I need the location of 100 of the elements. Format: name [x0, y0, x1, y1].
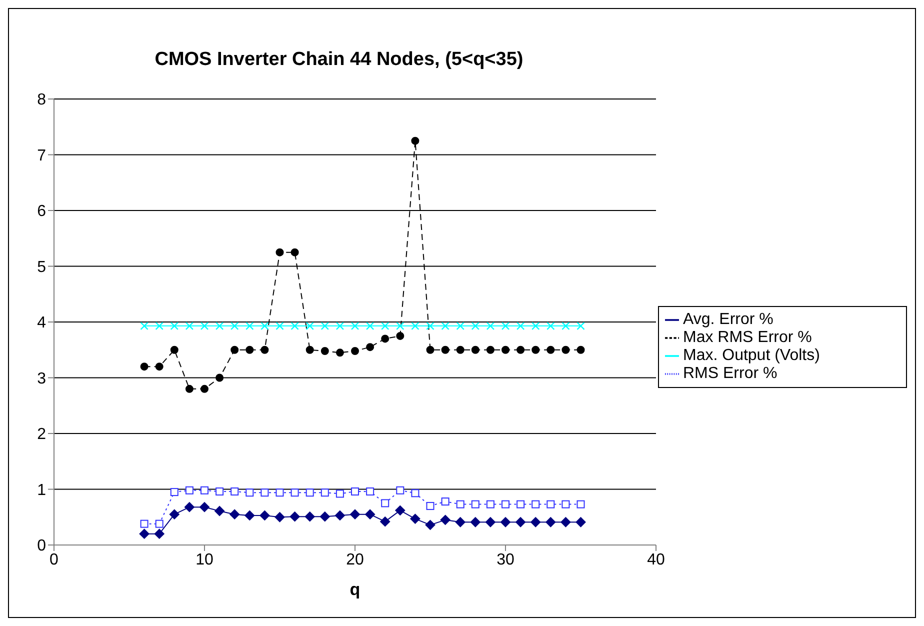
point: [411, 136, 420, 145]
point: [576, 322, 585, 330]
point: [230, 346, 239, 354]
point: [336, 322, 344, 330]
point: [486, 322, 495, 330]
point: [546, 346, 555, 354]
point: [216, 374, 224, 382]
point: [185, 384, 194, 393]
point: [155, 362, 164, 371]
point: [381, 499, 390, 508]
point: [501, 322, 510, 330]
x-tick-label: 30: [496, 551, 514, 568]
point: [320, 322, 329, 330]
point: [486, 346, 494, 354]
point: [486, 500, 494, 508]
y-tick-label: 3: [37, 370, 46, 388]
legend-label: RMS Error %: [683, 365, 778, 382]
point: [381, 334, 390, 343]
x-tick-label: 10: [196, 551, 214, 568]
point: [411, 322, 420, 330]
point: [139, 528, 150, 539]
point: [351, 346, 359, 355]
point: [441, 346, 450, 354]
point: [260, 346, 269, 354]
point: [380, 516, 390, 527]
point: [260, 488, 269, 497]
point: [246, 488, 254, 497]
point: [366, 343, 374, 352]
point: [532, 346, 540, 354]
legend-label: Max RMS Error %: [683, 329, 812, 346]
point: [304, 512, 315, 522]
point: [576, 500, 585, 508]
point: [396, 332, 404, 340]
point: [562, 500, 570, 508]
point: [155, 520, 164, 528]
point: [350, 509, 360, 520]
point: [290, 322, 299, 330]
point: [456, 500, 464, 508]
point: [516, 517, 526, 528]
point: [426, 346, 434, 354]
y-tick-label: 1: [37, 482, 46, 499]
point: [320, 512, 330, 522]
x-axis-title: q: [350, 580, 360, 599]
y-tick-label: 2: [37, 426, 46, 444]
point: [470, 517, 480, 528]
point: [334, 510, 345, 520]
point: [471, 346, 480, 354]
point: [502, 346, 510, 354]
point: [246, 322, 254, 330]
point: [140, 520, 148, 528]
point: [396, 322, 404, 330]
point: [169, 509, 180, 520]
point: [381, 322, 390, 330]
y-tick-label: 5: [37, 258, 46, 276]
point: [546, 322, 555, 330]
point: [546, 517, 556, 528]
point: [306, 346, 314, 354]
point: [230, 322, 239, 330]
point: [485, 517, 496, 528]
point: [320, 488, 329, 497]
point: [200, 502, 210, 512]
point: [562, 322, 570, 330]
point: [576, 517, 586, 528]
point: [336, 348, 344, 357]
y-tick-label: 0: [37, 538, 46, 555]
point: [456, 346, 464, 354]
point: [260, 510, 270, 520]
point: [366, 487, 374, 496]
point: [215, 322, 224, 330]
y-tick-label: 8: [37, 92, 46, 109]
point: [440, 514, 450, 525]
point: [200, 486, 208, 494]
point: [351, 487, 359, 496]
x-tick-label: 0: [50, 551, 59, 568]
point: [185, 486, 194, 494]
point: [456, 322, 464, 330]
point: [516, 500, 525, 508]
point: [532, 322, 540, 330]
point: [500, 517, 510, 528]
point: [350, 322, 360, 330]
point: [562, 346, 570, 354]
point: [230, 509, 240, 520]
point: [516, 346, 525, 354]
x-tick-label: 40: [647, 551, 665, 568]
point: [426, 322, 434, 330]
point: [140, 322, 148, 330]
point: [290, 248, 299, 256]
point: [516, 322, 525, 330]
point: [184, 502, 194, 512]
point: [532, 500, 540, 508]
legend-label: Max. Output (Volts): [683, 347, 820, 364]
point: [274, 512, 285, 522]
point: [154, 528, 164, 539]
point: [336, 490, 344, 498]
y-tick-label: 7: [37, 147, 46, 164]
point: [276, 488, 284, 497]
point: [185, 322, 194, 330]
point: [170, 488, 178, 496]
point: [410, 514, 420, 524]
y-tick-label: 4: [37, 314, 46, 332]
